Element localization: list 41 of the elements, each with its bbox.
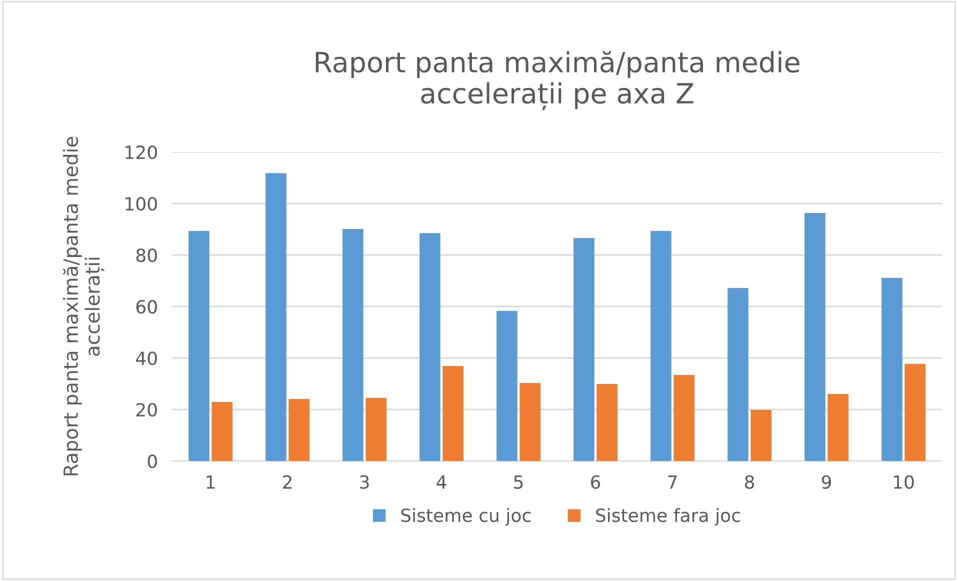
x-tick-label: 5: [514, 475, 523, 489]
bar: [496, 310, 518, 461]
bar: [212, 402, 232, 461]
bar: [420, 233, 440, 461]
bar: [442, 366, 464, 461]
y-tick-label: 100: [126, 196, 157, 211]
y-tick-label: 60: [136, 300, 157, 314]
x-tick-label: 4: [436, 475, 446, 489]
bar: [804, 213, 826, 461]
x-tick-label: 9: [822, 475, 831, 489]
bar: [366, 398, 386, 461]
x-tick-label: 10: [894, 475, 914, 489]
y-tick-label: 0: [148, 454, 157, 468]
bar: [674, 374, 694, 461]
x-tick-label: 6: [591, 475, 600, 489]
x-tick-label: 3: [360, 475, 369, 489]
bar: [882, 278, 902, 461]
bar: [288, 398, 310, 461]
y-tick-label: 20: [136, 402, 157, 417]
x-tick-label: 2: [283, 475, 292, 489]
bar: [520, 382, 540, 461]
y-tick-label: 120: [126, 145, 157, 160]
bar: [750, 410, 772, 461]
bar: [728, 288, 748, 461]
legend-label: Sisteme cu joc: [401, 508, 531, 526]
x-tick-label: 7: [668, 475, 677, 489]
bar: [342, 228, 364, 461]
x-tick-label: 8: [744, 475, 754, 489]
bar: [828, 394, 848, 461]
y-tick-label: 80: [136, 248, 157, 262]
bar: [574, 238, 594, 461]
bar: [188, 231, 210, 461]
x-tick-label: 1: [206, 475, 215, 489]
bar: [904, 364, 926, 461]
y-tick-label: 40: [136, 351, 157, 366]
bar: [596, 384, 618, 461]
bar: [650, 231, 672, 461]
chart-title: Raport panta maximă/panta medie accelerații pe axa Z: [316, 51, 800, 110]
bar: [266, 173, 286, 461]
legend-label: Sisteme fara joc: [596, 508, 740, 526]
y-axis-title: Raport panta maximă/panta medie accelerații: [62, 136, 104, 476]
